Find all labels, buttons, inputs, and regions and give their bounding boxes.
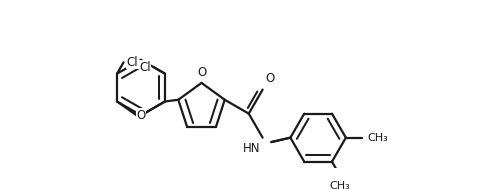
- Text: O: O: [197, 66, 206, 78]
- Text: O: O: [136, 109, 146, 122]
- Text: CH₃: CH₃: [368, 133, 388, 143]
- Text: Cl: Cl: [126, 56, 138, 69]
- Text: CH₃: CH₃: [330, 181, 350, 189]
- Text: HN: HN: [243, 142, 261, 155]
- Text: O: O: [266, 72, 275, 85]
- Text: Cl: Cl: [139, 61, 151, 74]
